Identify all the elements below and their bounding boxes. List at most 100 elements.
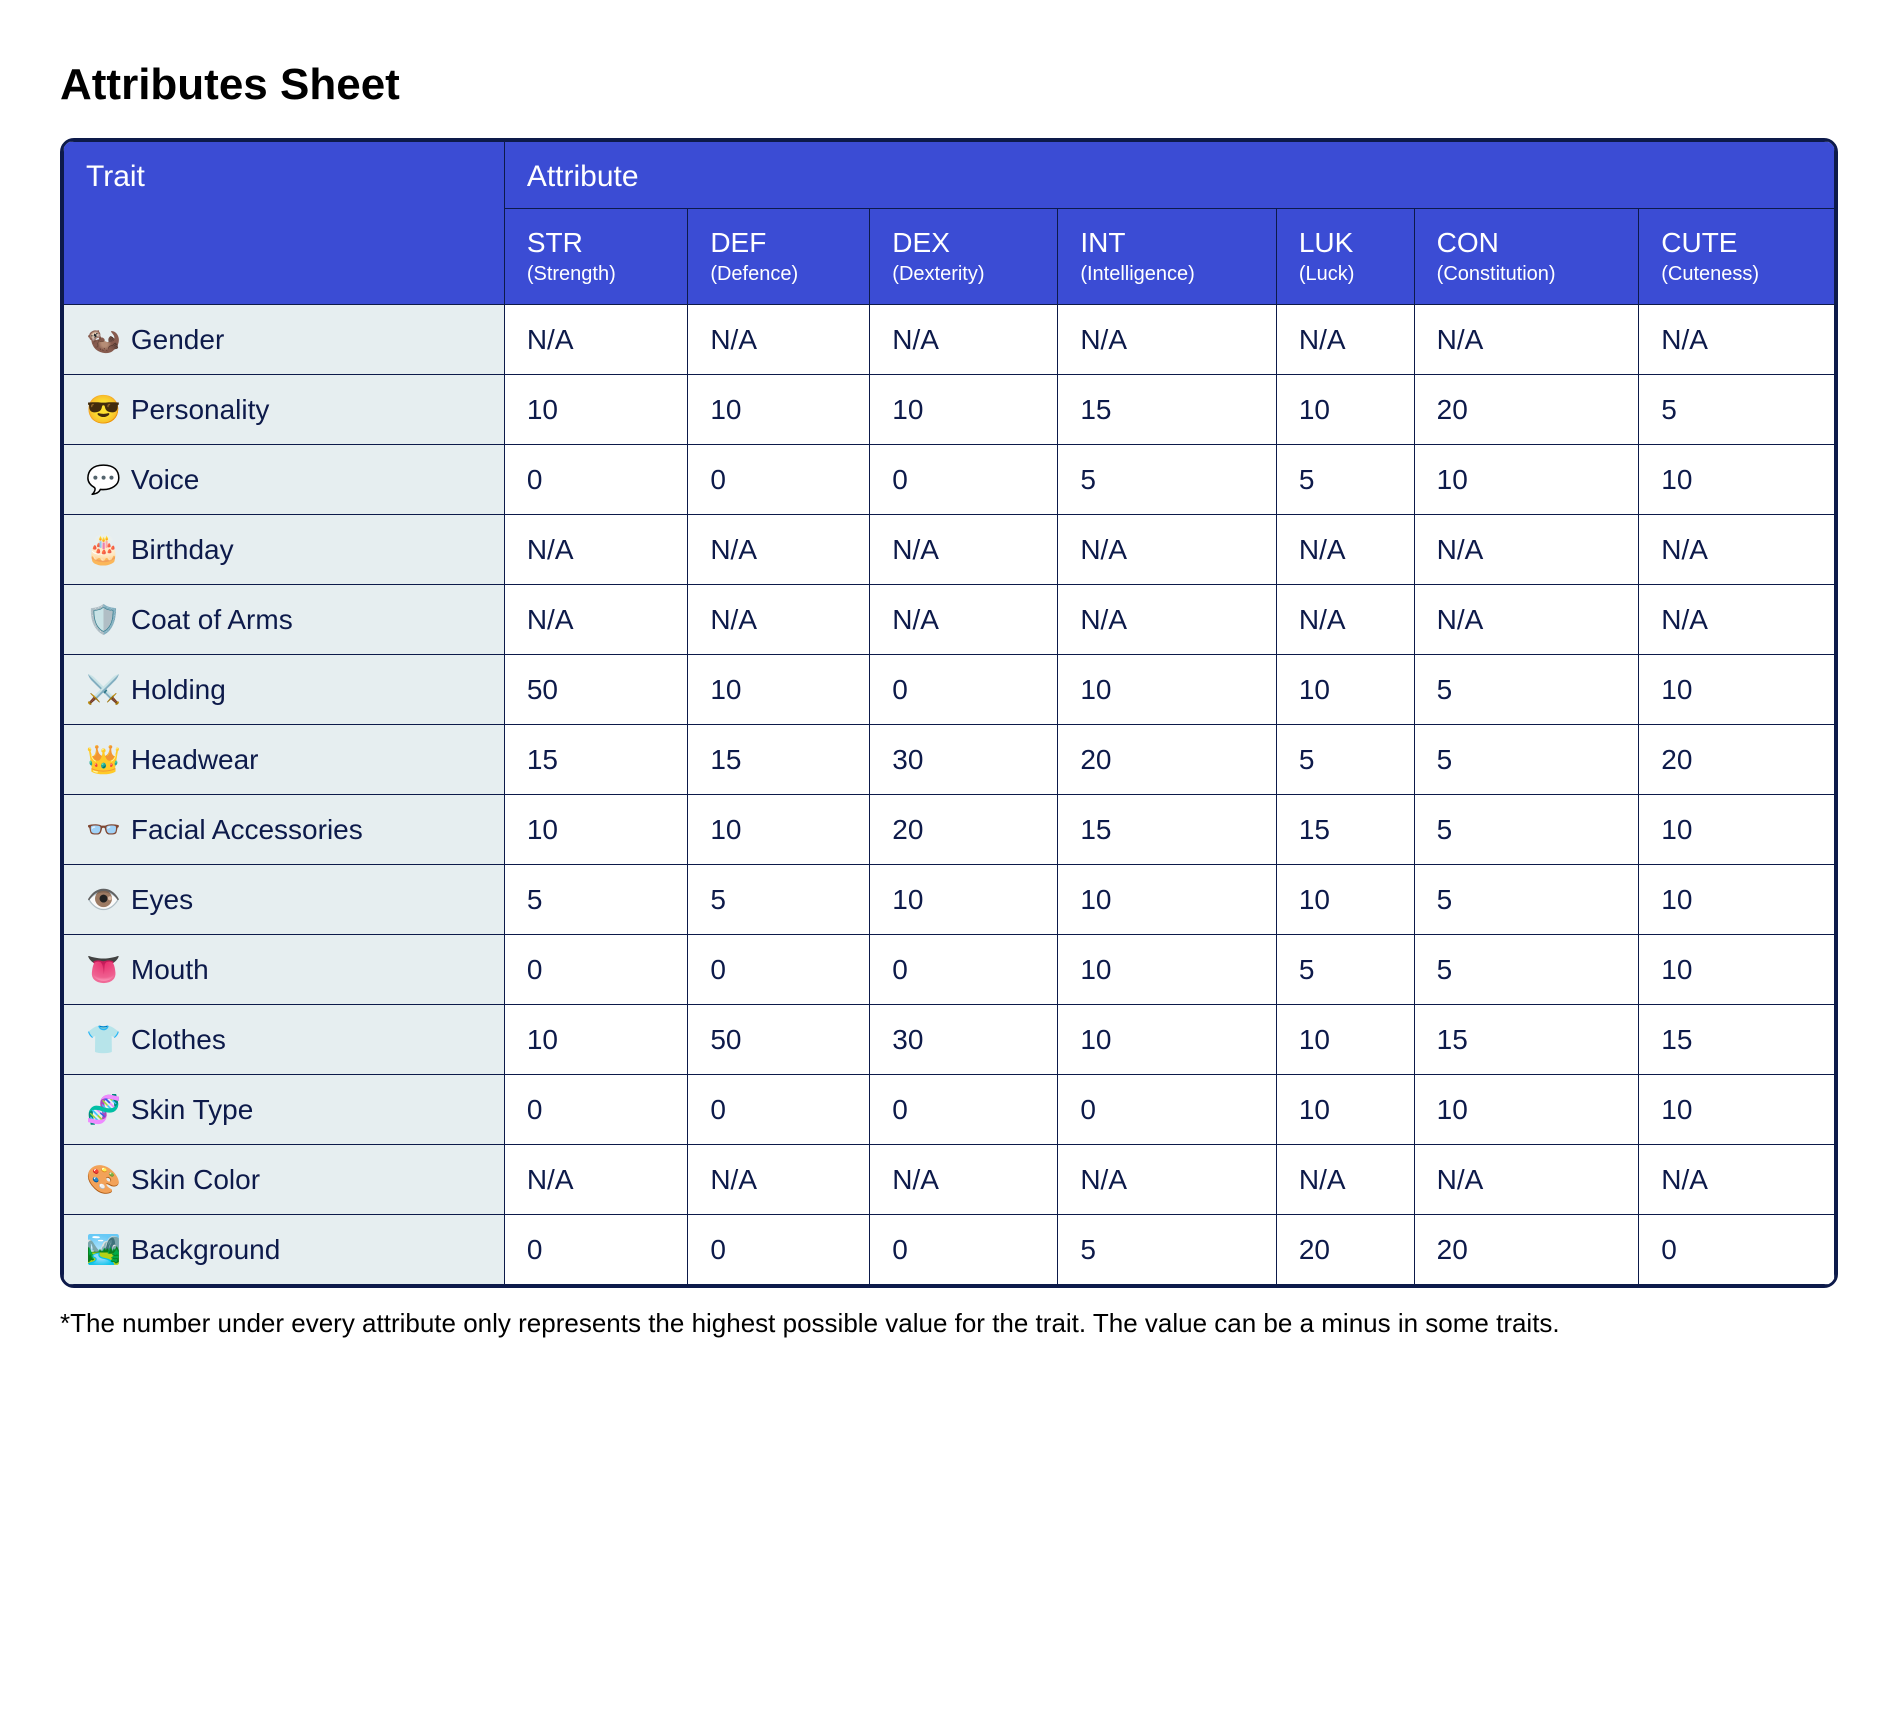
value-cell: N/A — [1058, 515, 1277, 585]
value-cell: 50 — [504, 655, 688, 725]
trait-emoji-icon: ⚔️ — [86, 673, 121, 706]
value-cell: N/A — [1414, 305, 1639, 375]
table-row: ⚔️Holding501001010510 — [64, 655, 1835, 725]
table-row: 🎨Skin ColorN/AN/AN/AN/AN/AN/AN/A — [64, 1145, 1835, 1215]
value-cell: 10 — [1276, 1075, 1414, 1145]
trait-cell: ⚔️Holding — [64, 655, 505, 725]
trait-label: Background — [131, 1234, 280, 1265]
trait-emoji-icon: 👕 — [86, 1023, 121, 1056]
trait-emoji-icon: 👅 — [86, 953, 121, 986]
value-cell: 10 — [1058, 865, 1277, 935]
value-cell: N/A — [1276, 1145, 1414, 1215]
value-cell: 15 — [1414, 1005, 1639, 1075]
header-attr-luk: LUK(Luck) — [1276, 209, 1414, 305]
header-attr-str: STR(Strength) — [504, 209, 688, 305]
header-trait: Trait — [64, 142, 505, 305]
value-cell: 10 — [1276, 655, 1414, 725]
value-cell: 20 — [1058, 725, 1277, 795]
table-row: 👕Clothes10503010101515 — [64, 1005, 1835, 1075]
header-attr-def: DEF(Defence) — [688, 209, 870, 305]
value-cell: 30 — [870, 725, 1058, 795]
value-cell: 10 — [1639, 795, 1835, 865]
value-cell: 15 — [1058, 795, 1277, 865]
value-cell: 15 — [688, 725, 870, 795]
header-attr-desc: (Constitution) — [1437, 263, 1617, 286]
value-cell: N/A — [688, 305, 870, 375]
value-cell: N/A — [504, 515, 688, 585]
value-cell: 20 — [1414, 1215, 1639, 1285]
value-cell: 20 — [1276, 1215, 1414, 1285]
trait-emoji-icon: 🎨 — [86, 1163, 121, 1196]
trait-emoji-icon: 👁️ — [86, 883, 121, 916]
table-row: 🧬Skin Type0000101010 — [64, 1075, 1835, 1145]
value-cell: 0 — [870, 1075, 1058, 1145]
value-cell: 0 — [504, 1075, 688, 1145]
value-cell: 10 — [504, 1005, 688, 1075]
table-row: 💬Voice000551010 — [64, 445, 1835, 515]
table-row: 🎂BirthdayN/AN/AN/AN/AN/AN/AN/A — [64, 515, 1835, 585]
trait-emoji-icon: 🧬 — [86, 1093, 121, 1126]
value-cell: 30 — [870, 1005, 1058, 1075]
header-attr-desc: (Cuteness) — [1661, 263, 1812, 286]
header-attr-desc: (Dexterity) — [892, 263, 1035, 286]
header-attr-abbr: CUTE — [1661, 227, 1812, 259]
value-cell: 10 — [1414, 1075, 1639, 1145]
value-cell: N/A — [870, 585, 1058, 655]
value-cell: N/A — [870, 305, 1058, 375]
value-cell: N/A — [1414, 585, 1639, 655]
value-cell: 5 — [1414, 655, 1639, 725]
value-cell: 0 — [504, 445, 688, 515]
value-cell: 0 — [870, 655, 1058, 725]
value-cell: 10 — [504, 795, 688, 865]
value-cell: N/A — [1639, 1145, 1835, 1215]
value-cell: 5 — [1058, 1215, 1277, 1285]
value-cell: 10 — [1639, 655, 1835, 725]
value-cell: N/A — [1276, 585, 1414, 655]
value-cell: 10 — [504, 375, 688, 445]
value-cell: 5 — [688, 865, 870, 935]
value-cell: 5 — [1414, 865, 1639, 935]
value-cell: 20 — [1414, 375, 1639, 445]
trait-label: Gender — [131, 324, 224, 355]
trait-label: Voice — [131, 464, 200, 495]
header-attr-abbr: DEX — [892, 227, 1035, 259]
trait-cell: 👑 Headwear — [64, 725, 505, 795]
table-row: 🛡️Coat of ArmsN/AN/AN/AN/AN/AN/AN/A — [64, 585, 1835, 655]
value-cell: 10 — [1639, 445, 1835, 515]
value-cell: 10 — [870, 375, 1058, 445]
trait-emoji-icon: 💬 — [86, 463, 121, 496]
value-cell: N/A — [1276, 305, 1414, 375]
trait-label: Headwear — [131, 744, 259, 775]
trait-cell: 👕Clothes — [64, 1005, 505, 1075]
trait-label: Skin Color — [131, 1164, 260, 1195]
value-cell: 15 — [1639, 1005, 1835, 1075]
value-cell: N/A — [1639, 515, 1835, 585]
value-cell: 10 — [1639, 935, 1835, 1005]
value-cell: N/A — [504, 305, 688, 375]
table-row: 🏞️Background000520200 — [64, 1215, 1835, 1285]
header-attr-con: CON(Constitution) — [1414, 209, 1639, 305]
header-attr-cute: CUTE (Cuteness) — [1639, 209, 1835, 305]
value-cell: 20 — [870, 795, 1058, 865]
trait-cell: 👓Facial Accessories — [64, 795, 505, 865]
attributes-table: Trait Attribute STR(Strength)DEF(Defence… — [63, 141, 1835, 1285]
value-cell: 5 — [1414, 795, 1639, 865]
table-row: 👁️Eyes55101010510 — [64, 865, 1835, 935]
value-cell: 0 — [688, 1215, 870, 1285]
value-cell: 50 — [688, 1005, 870, 1075]
value-cell: 10 — [1058, 1005, 1277, 1075]
trait-label: Skin Type — [131, 1094, 253, 1125]
value-cell: 0 — [870, 935, 1058, 1005]
trait-cell: 💬 Voice — [64, 445, 505, 515]
page-title: Attributes Sheet — [60, 60, 1838, 110]
value-cell: N/A — [688, 585, 870, 655]
value-cell: N/A — [688, 515, 870, 585]
value-cell: 0 — [870, 1215, 1058, 1285]
trait-label: Mouth — [131, 954, 209, 985]
value-cell: 0 — [504, 935, 688, 1005]
value-cell: 10 — [688, 655, 870, 725]
value-cell: 5 — [504, 865, 688, 935]
trait-emoji-icon: 👑 — [86, 743, 121, 776]
trait-emoji-icon: 🛡️ — [86, 603, 121, 636]
trait-emoji-icon: 🎂 — [86, 533, 121, 566]
